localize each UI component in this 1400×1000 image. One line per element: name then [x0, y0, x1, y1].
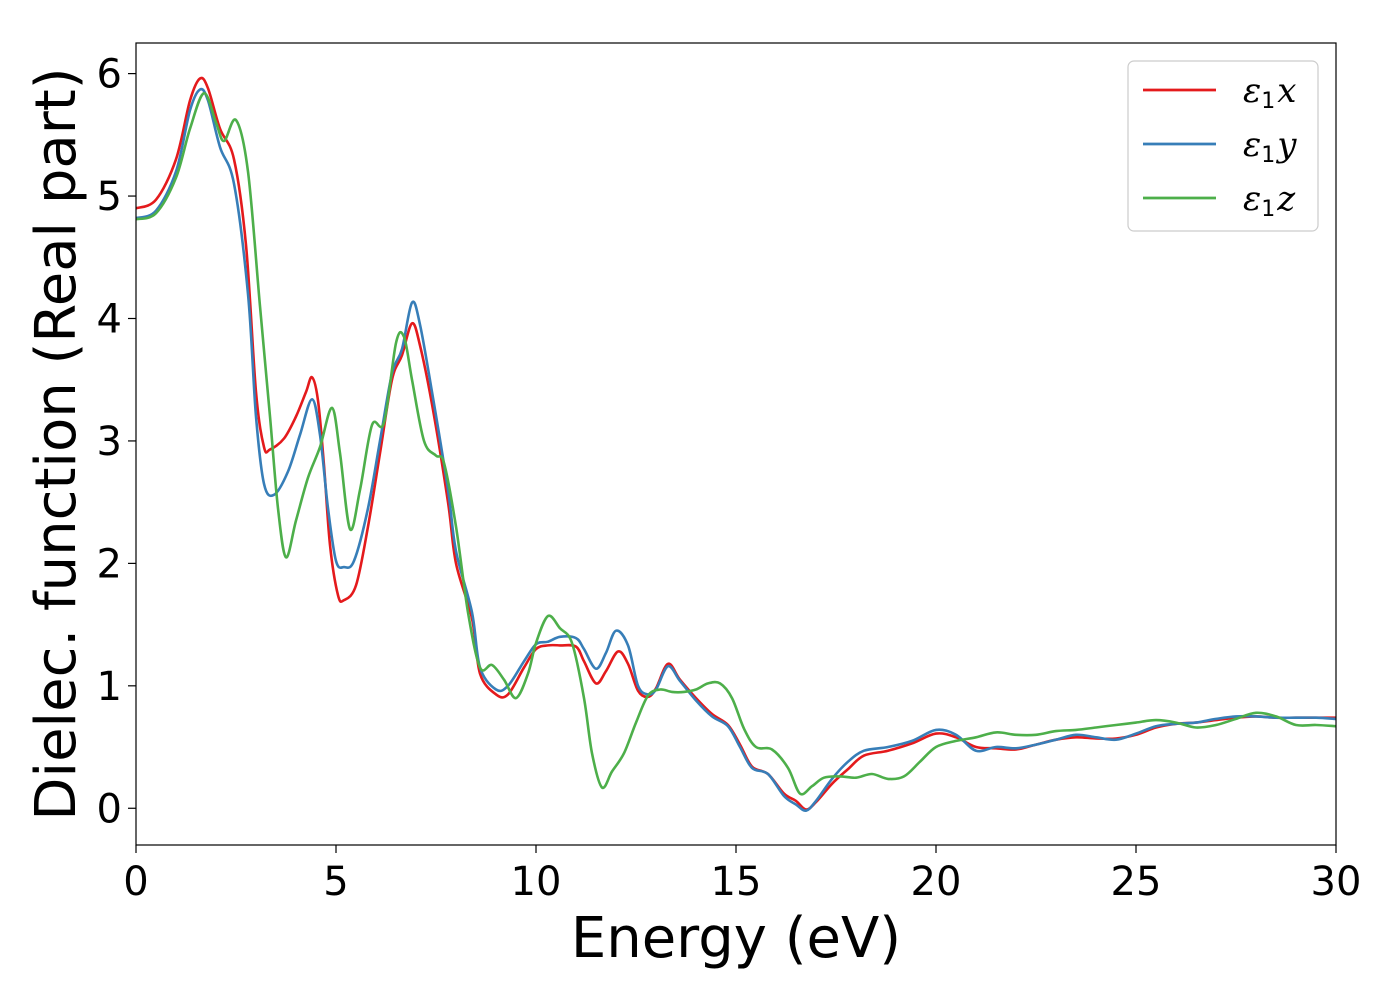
legend-label-y: ε1y [1243, 125, 1297, 168]
y-tick-label: 0 [97, 786, 122, 832]
y-tick-label: 3 [97, 419, 122, 465]
legend: ε1x ε1y ε1z [1127, 60, 1319, 232]
x-axis-title: Energy (eV) [571, 906, 901, 971]
y-axis-title: Dielec. function (Real part) [24, 67, 89, 820]
x-tick-label: 20 [911, 859, 962, 905]
x-tick-label: 0 [123, 859, 148, 905]
y-tick-label: 6 [97, 52, 122, 98]
x-tick-label: 30 [1311, 859, 1362, 905]
legend-label-x: ε1x [1243, 71, 1296, 114]
x-tick-label: 10 [511, 859, 562, 905]
series-line-z [136, 91, 1336, 796]
legend-label-z: ε1z [1243, 179, 1296, 222]
y-tick-label: 5 [97, 174, 122, 220]
legend-box [1127, 60, 1319, 232]
series-line-y [136, 87, 1336, 813]
y-axis: 0 1 2 3 4 5 6 [97, 52, 136, 832]
y-tick-label: 4 [97, 296, 122, 342]
series-layer [136, 76, 1336, 813]
x-tick-label: 5 [323, 859, 348, 905]
x-axis: 0 5 10 15 20 25 30 [123, 845, 1361, 905]
y-tick-label: 1 [97, 664, 122, 710]
x-tick-label: 25 [1111, 859, 1162, 905]
y-tick-label: 2 [97, 541, 122, 587]
x-tick-label: 15 [711, 859, 762, 905]
